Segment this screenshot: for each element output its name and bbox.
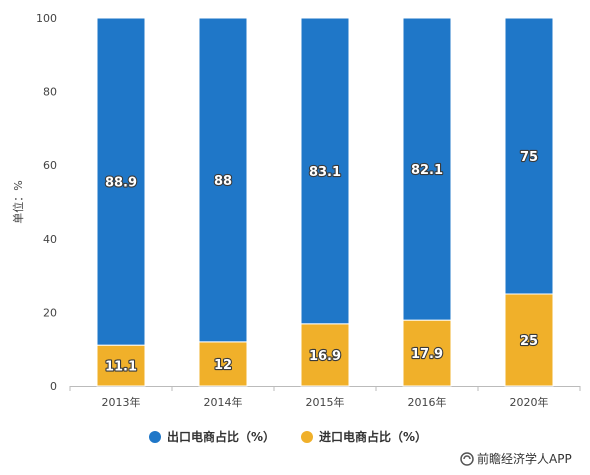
data-label: 25	[520, 334, 538, 349]
legend-marker	[149, 431, 161, 443]
data-label: 75	[520, 150, 538, 165]
y-tick-label: 60	[43, 159, 57, 172]
x-tick-label: 2013年	[102, 395, 141, 409]
legend-label: 进口电商占比（%）	[319, 429, 427, 444]
y-axis-label: 单位：%	[11, 180, 25, 223]
bar-segment	[402, 319, 452, 387]
data-label: 17.9	[411, 347, 443, 362]
bar-segment	[402, 17, 452, 321]
bar-segment	[198, 17, 248, 343]
data-label: 88	[214, 174, 232, 189]
x-tick-label: 2015年	[306, 395, 345, 409]
source-logo-icon	[460, 452, 474, 466]
data-label: 83.1	[309, 165, 341, 180]
legend-label: 出口电商占比（%）	[167, 429, 275, 444]
x-tick-label: 2016年	[408, 395, 447, 409]
y-tick-label: 20	[43, 306, 57, 319]
bar-segment	[96, 344, 146, 387]
bar-segment	[300, 17, 350, 325]
x-tick-label: 2014年	[204, 395, 243, 409]
bar-segment	[300, 323, 350, 387]
y-tick-label: 40	[43, 233, 57, 246]
source-text: 前瞻经济学人APP	[477, 451, 572, 466]
legend-marker	[301, 431, 313, 443]
data-label: 12	[214, 358, 232, 373]
y-tick-label: 100	[36, 12, 57, 25]
data-label: 88.9	[105, 176, 137, 191]
y-tick-label: 0	[50, 380, 57, 393]
y-tick-label: 80	[43, 86, 57, 99]
source-attribution: 前瞻经济学人APP	[460, 451, 572, 466]
data-label: 82.1	[411, 163, 443, 178]
data-label: 16.9	[309, 349, 341, 364]
data-label: 11.1	[105, 360, 137, 375]
bar-segment	[504, 17, 554, 295]
x-tick-label: 2020年	[510, 395, 549, 409]
bar-segment	[504, 293, 554, 387]
bar-segment	[96, 17, 146, 346]
bar-segment	[198, 341, 248, 387]
